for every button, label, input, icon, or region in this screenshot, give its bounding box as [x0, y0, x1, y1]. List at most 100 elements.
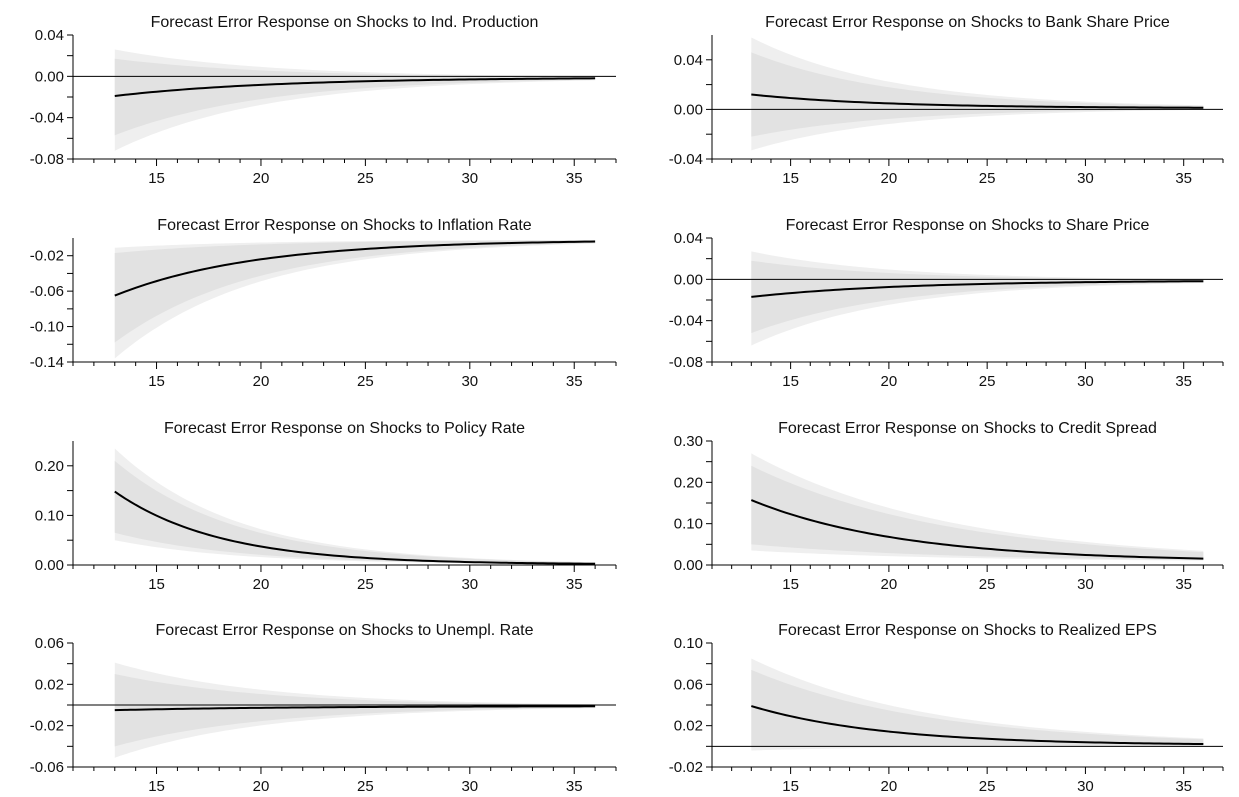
x-tick-label: 35: [1175, 170, 1192, 187]
response-line: [750, 499, 1204, 560]
panel-title: Forecast Error Response on Shocks to Inf…: [157, 217, 532, 234]
y-tick-label: 0.20: [674, 474, 703, 491]
irf-panel-2: -0.04 0.00 0.04 15 20 25 30 35 Forecast Error Re…: [669, 14, 1224, 187]
x-tick-label: 30: [1077, 576, 1094, 593]
y-tick-label: 0.02: [674, 718, 703, 735]
x-tick-label: 15: [148, 778, 165, 795]
panel-title: Forecast Error Response on Shocks to Une…: [156, 622, 534, 639]
inner-band: [751, 52, 1204, 137]
x-tick-label: 15: [782, 170, 799, 187]
panel-title: Forecast Error Response on Shocks to Ban…: [765, 14, 1170, 31]
y-tick-label: 0.06: [35, 635, 64, 652]
x-tick-label: 15: [148, 373, 165, 390]
x-tick-label: 20: [881, 373, 898, 390]
inner-band: [114, 674, 596, 747]
y-tick-label: 0.00: [674, 101, 703, 118]
y-tick-label: 0.10: [674, 635, 703, 652]
x-tick-label: 25: [979, 373, 996, 390]
y-tick-label: -0.02: [669, 759, 703, 776]
x-tick-label: 30: [1077, 373, 1094, 390]
response-line: [114, 77, 596, 97]
y-tick-label: -0.04: [669, 151, 703, 168]
panel-title: Forecast Error Response on Shocks to Sha…: [786, 217, 1150, 234]
y-tick-label: 0.02: [35, 676, 64, 693]
response-line: [751, 280, 1204, 298]
inner-band: [114, 240, 596, 343]
panel-title: Forecast Error Response on Shocks to Pol…: [164, 420, 525, 437]
y-tick-label: -0.06: [30, 759, 64, 776]
y-tick-label: -0.08: [30, 151, 64, 168]
irf-panel-8: -0.02 0.02 0.06 0.10 15 20 25 30 35 Forecast Erro…: [669, 622, 1224, 795]
x-tick-label: 30: [461, 576, 478, 593]
panel-title: Forecast Error Response on Shocks to Ind…: [151, 14, 539, 31]
x-tick-label: 25: [979, 170, 996, 187]
x-tick-label: 30: [461, 170, 478, 187]
y-tick-label: 0.30: [674, 433, 703, 450]
y-tick-label: -0.14: [30, 354, 64, 371]
response-line: [114, 705, 596, 712]
y-tick-label: 0.10: [674, 516, 703, 533]
x-tick-label: 20: [253, 373, 270, 390]
inner-band: [114, 460, 596, 564]
x-tick-label: 15: [148, 170, 165, 187]
y-tick-label: 0.04: [674, 52, 703, 69]
x-tick-label: 25: [357, 373, 374, 390]
response-line: [114, 490, 596, 565]
x-tick-label: 35: [1175, 778, 1192, 795]
panel-title: Forecast Error Response on Shocks to Rea…: [778, 622, 1157, 639]
outer-band: [751, 37, 1204, 151]
x-tick-label: 20: [881, 778, 898, 795]
y-tick-label: 0.04: [674, 230, 703, 247]
y-tick-label: -0.04: [669, 313, 703, 330]
y-tick-label: 0.00: [35, 557, 64, 574]
x-tick-label: 20: [881, 576, 898, 593]
response-line: [751, 705, 1204, 746]
x-tick-label: 30: [461, 373, 478, 390]
x-tick-label: 25: [979, 576, 996, 593]
x-tick-label: 30: [1077, 170, 1094, 187]
x-tick-label: 25: [979, 778, 996, 795]
x-tick-label: 20: [253, 170, 270, 187]
x-tick-label: 35: [566, 170, 583, 187]
x-tick-label: 15: [782, 373, 799, 390]
response-line: [751, 93, 1204, 109]
inner-band: [114, 58, 596, 136]
y-tick-label: 0.06: [674, 676, 703, 693]
x-tick-label: 15: [782, 576, 799, 593]
y-tick-label: -0.04: [30, 110, 64, 127]
x-tick-label: 35: [566, 373, 583, 390]
irf-panel-3: -0.14 -0.10 -0.06 -0.02 15 20 25 30 35 Forecast E…: [30, 217, 617, 390]
inner-band: [751, 465, 1204, 560]
x-tick-label: 20: [881, 170, 898, 187]
y-tick-label: -0.08: [669, 354, 703, 371]
y-tick-label: -0.02: [30, 718, 64, 735]
x-tick-label: 15: [782, 778, 799, 795]
x-tick-label: 25: [357, 576, 374, 593]
y-tick-label: 0.00: [674, 271, 703, 288]
x-tick-label: 20: [253, 778, 270, 795]
y-tick-label: -0.06: [30, 283, 64, 300]
x-tick-label: 20: [253, 576, 270, 593]
y-tick-label: -0.10: [30, 319, 64, 336]
panel-title: Forecast Error Response on Shocks to Cre…: [778, 420, 1157, 437]
x-tick-label: 35: [566, 576, 583, 593]
x-tick-label: 30: [461, 778, 478, 795]
irf-panel-1: -0.08 -0.04 0.00 0.04 15 20 25 30 35 Forecast Err…: [30, 14, 617, 187]
x-tick-label: 35: [1175, 373, 1192, 390]
y-tick-label: 0.00: [35, 68, 64, 85]
irf-panel-7: -0.06 -0.02 0.02 0.06 15 20 25 30 35 Forecast Err…: [30, 622, 617, 795]
x-tick-label: 25: [357, 778, 374, 795]
y-tick-label: 0.04: [35, 27, 64, 44]
y-tick-label: -0.02: [30, 248, 64, 265]
y-tick-label: 0.10: [35, 507, 64, 524]
inner-band: [751, 260, 1204, 334]
irf-panel-4: -0.08 -0.04 0.00 0.04 15 20 25 30 35 Forecast Err…: [669, 217, 1224, 390]
x-tick-label: 15: [148, 576, 165, 593]
irf-panel-5: 0.00 0.10 0.20 15 20 25 30 35 Forecast Error Res…: [35, 420, 617, 593]
x-tick-label: 30: [1077, 778, 1094, 795]
y-tick-label: 0.00: [674, 557, 703, 574]
y-tick-label: 0.20: [35, 458, 64, 475]
x-tick-label: 35: [1175, 576, 1192, 593]
irf-panel-6: 0.00 0.10 0.20 0.30 15 20 25 30 35 Forecast Error…: [674, 420, 1224, 593]
